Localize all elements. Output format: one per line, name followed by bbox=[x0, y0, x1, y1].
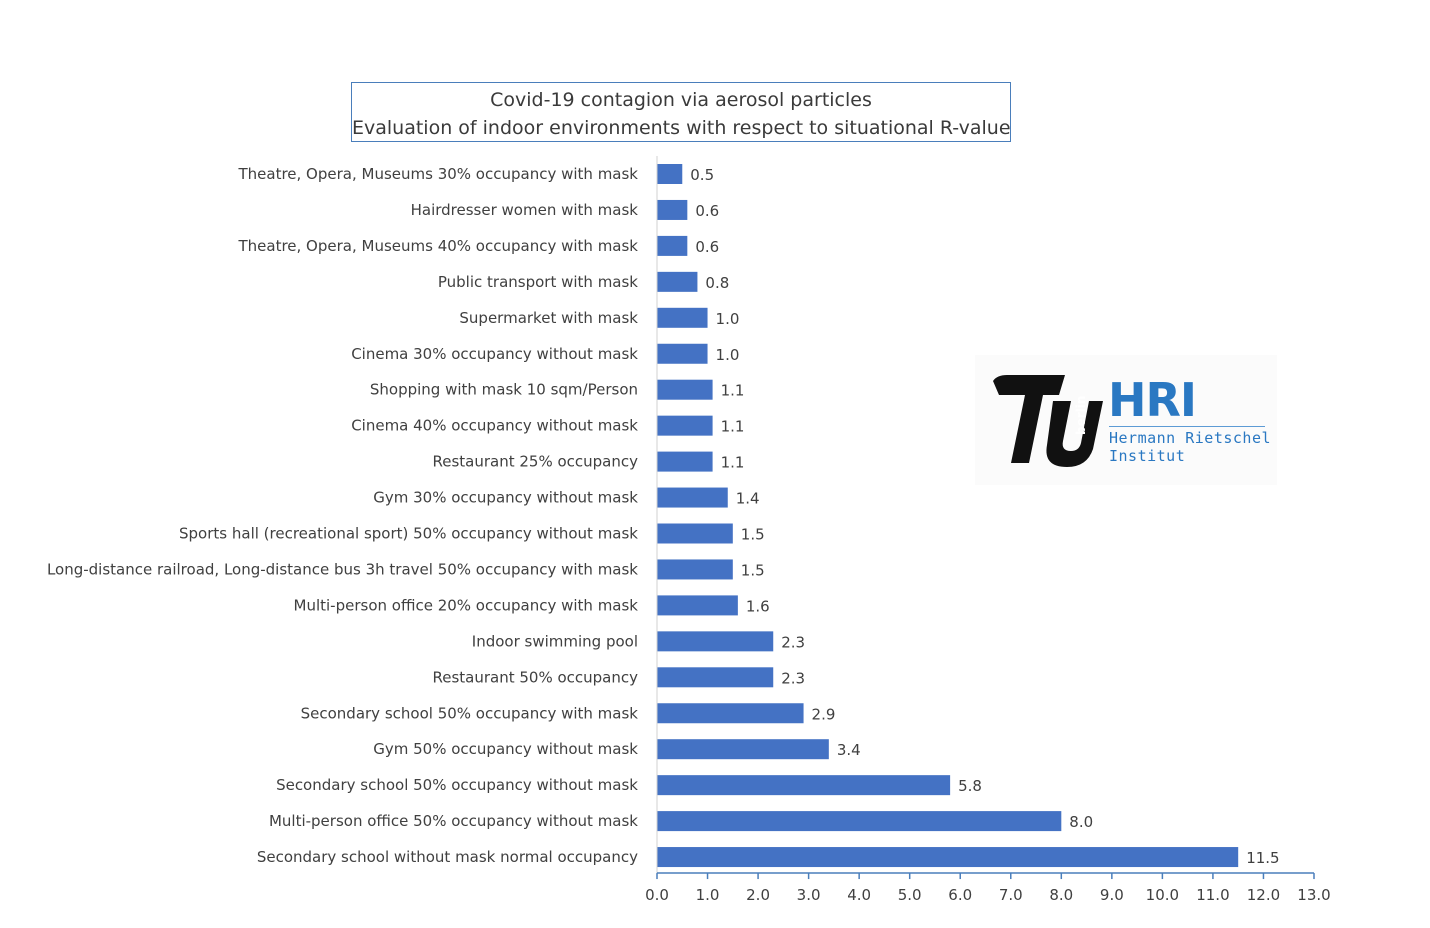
data-label: 1.0 bbox=[716, 346, 740, 364]
logo-hri-text: HRI bbox=[1108, 373, 1197, 427]
bar bbox=[657, 164, 683, 184]
data-label: 1.1 bbox=[721, 454, 745, 472]
chart-title: Covid-19 contagion via aerosol particles bbox=[490, 89, 872, 111]
data-label: 3.4 bbox=[837, 741, 861, 759]
data-label: 1.4 bbox=[736, 490, 760, 508]
data-label: 2.9 bbox=[812, 705, 836, 723]
bar bbox=[657, 667, 774, 688]
data-label: 11.5 bbox=[1246, 849, 1279, 867]
x-tick-label: 11.0 bbox=[1196, 886, 1229, 904]
x-axis: 0.0 1.0 2.0 3.0 4.0 5.0 6.0 7.0 8.0 9.0 10.0 11.0 12… bbox=[645, 156, 1331, 904]
bar bbox=[657, 703, 804, 724]
category-label: Cinema 40% occupancy without mask bbox=[351, 417, 638, 435]
x-tick-label: 6.0 bbox=[948, 886, 972, 904]
bars-layer: Theatre, Opera, Museums 30% occupancy wi… bbox=[47, 164, 1280, 868]
category-label: Restaurant 25% occupancy bbox=[432, 453, 638, 471]
data-label: 1.0 bbox=[716, 310, 740, 328]
x-tick-label: 12.0 bbox=[1247, 886, 1280, 904]
bar bbox=[657, 847, 1239, 868]
data-label: 1.6 bbox=[746, 597, 770, 615]
data-label: 8.0 bbox=[1069, 813, 1093, 831]
category-label: Indoor swimming pool bbox=[472, 632, 638, 650]
x-tick-label: 9.0 bbox=[1100, 886, 1124, 904]
tu-berlin-hri-logo: berlin HRI Hermann Rietschel Institut bbox=[975, 355, 1277, 485]
bar bbox=[657, 487, 728, 508]
category-label: Cinema 30% occupancy without mask bbox=[351, 345, 638, 363]
x-tick-label: 4.0 bbox=[847, 886, 871, 904]
x-tick-label: 13.0 bbox=[1297, 886, 1330, 904]
bar bbox=[657, 451, 713, 472]
bar bbox=[657, 415, 713, 436]
x-tick-label: 8.0 bbox=[1049, 886, 1073, 904]
data-label: 0.8 bbox=[705, 274, 729, 292]
x-tick-label: 1.0 bbox=[696, 886, 720, 904]
category-label: Multi-person office 50% occupancy withou… bbox=[269, 812, 638, 830]
category-label: Secondary school without mask normal occ… bbox=[257, 848, 638, 866]
logo-mark-text: berlin bbox=[1074, 396, 1088, 435]
x-tick-label: 2.0 bbox=[746, 886, 770, 904]
bar bbox=[657, 559, 733, 580]
logo-divider bbox=[1109, 426, 1265, 427]
chart-title-box: Covid-19 contagion via aerosol particles… bbox=[351, 82, 1011, 142]
x-tick-label: 0.0 bbox=[645, 886, 669, 904]
data-label: 1.1 bbox=[721, 418, 745, 436]
data-label: 0.6 bbox=[695, 202, 719, 220]
bar bbox=[657, 307, 708, 328]
chart-subtitle: Evaluation of indoor environments with r… bbox=[352, 117, 1011, 139]
data-label: 0.5 bbox=[690, 166, 714, 184]
data-label: 1.1 bbox=[721, 382, 745, 400]
category-label: Supermarket with mask bbox=[459, 309, 638, 327]
bar bbox=[657, 235, 688, 256]
data-label: 5.8 bbox=[958, 777, 982, 795]
category-label: Hairdresser women with mask bbox=[411, 201, 639, 219]
tu-berlin-logo-mark: berlin bbox=[993, 375, 1103, 467]
logo-line-1: Hermann Rietschel bbox=[1109, 429, 1272, 447]
bar bbox=[657, 379, 713, 400]
category-label: Theatre, Opera, Museums 40% occupancy wi… bbox=[237, 237, 638, 255]
bar bbox=[657, 631, 774, 652]
category-label: Long-distance railroad, Long-distance bu… bbox=[47, 560, 638, 578]
category-label: Secondary school 50% occupancy without m… bbox=[276, 776, 638, 794]
data-label: 1.5 bbox=[741, 561, 765, 579]
bar bbox=[657, 343, 708, 364]
category-label: Theatre, Opera, Museums 30% occupancy wi… bbox=[237, 165, 638, 183]
data-label: 0.6 bbox=[695, 238, 719, 256]
logo-line-2: Institut bbox=[1109, 447, 1186, 465]
data-label: 1.5 bbox=[741, 526, 765, 544]
data-label: 2.3 bbox=[781, 633, 805, 651]
category-label: Gym 30% occupancy without mask bbox=[373, 489, 638, 507]
bar bbox=[657, 271, 698, 292]
category-label: Multi-person office 20% occupancy with m… bbox=[294, 596, 639, 614]
data-label: 2.3 bbox=[781, 669, 805, 687]
x-tick-label: 10.0 bbox=[1146, 886, 1179, 904]
category-label: Secondary school 50% occupancy with mask bbox=[301, 704, 639, 722]
bar bbox=[657, 739, 829, 760]
category-label: Restaurant 50% occupancy bbox=[432, 668, 638, 686]
bar bbox=[657, 595, 738, 616]
bar bbox=[657, 811, 1062, 832]
category-label: Gym 50% occupancy without mask bbox=[373, 740, 638, 758]
x-tick-label: 3.0 bbox=[797, 886, 821, 904]
category-label: Shopping with mask 10 sqm/Person bbox=[370, 381, 638, 399]
category-label: Public transport with mask bbox=[438, 273, 638, 291]
bar bbox=[657, 775, 951, 796]
bar bbox=[657, 199, 688, 220]
category-label: Sports hall (recreational sport) 50% occ… bbox=[179, 525, 638, 543]
x-tick-label: 5.0 bbox=[898, 886, 922, 904]
x-tick-label: 7.0 bbox=[999, 886, 1023, 904]
bar bbox=[657, 523, 733, 544]
